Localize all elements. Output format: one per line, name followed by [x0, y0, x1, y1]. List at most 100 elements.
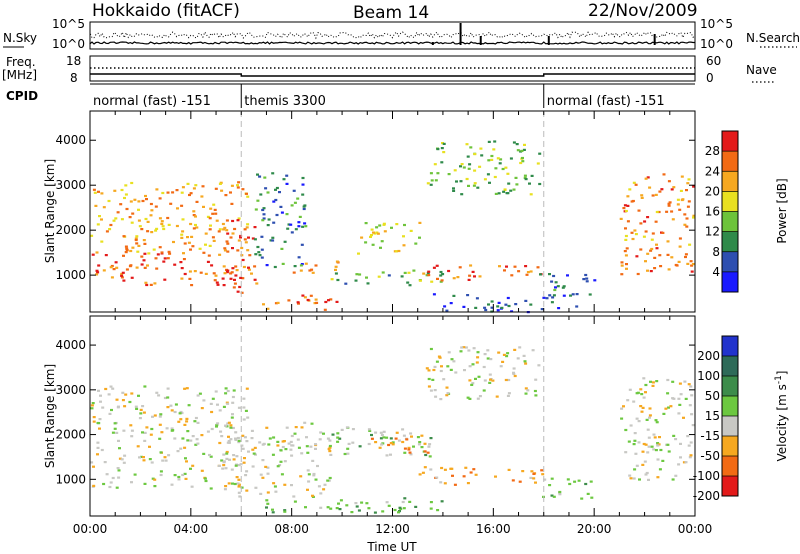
echo-cell [496, 305, 500, 308]
echo-cell [649, 270, 653, 273]
echo-cell [136, 445, 140, 448]
echo-cell [672, 397, 676, 400]
echo-cell [143, 266, 147, 269]
echo-cell [551, 296, 555, 299]
echo-cell [445, 386, 449, 389]
echo-cell [655, 247, 659, 250]
echo-cell [281, 445, 285, 449]
echo-cell [585, 280, 589, 283]
echo-cell [122, 235, 126, 238]
echo-cell [140, 263, 144, 266]
echo-cell [309, 445, 313, 448]
echo-cell [247, 450, 250, 453]
echo-cell [690, 264, 694, 267]
echo-cell [306, 469, 310, 472]
echo-cell [173, 263, 177, 266]
echo-cell [253, 238, 257, 241]
echo-cell [674, 474, 678, 477]
echo-cell [442, 378, 446, 381]
echo-cell [115, 431, 119, 434]
echo-cell [306, 488, 309, 491]
echo-cell [393, 508, 397, 512]
echo-cell [128, 216, 132, 219]
echo-cell [170, 429, 174, 432]
echo-cell [418, 473, 422, 476]
echo-cell [230, 468, 234, 471]
echo-cell [398, 510, 401, 513]
velocity-colorbar-label: Velocity [m s-1] [774, 371, 789, 462]
echo-cell [624, 254, 628, 257]
echo-cell [532, 477, 536, 480]
echo-cell [524, 265, 528, 268]
echo-cell [234, 265, 238, 268]
echo-cell [219, 181, 223, 184]
echo-cell [161, 191, 165, 195]
echo-cell [192, 227, 196, 230]
echo-cell [678, 237, 682, 240]
echo-cell [303, 222, 307, 225]
echo-cell [497, 192, 501, 195]
echo-cell [436, 172, 440, 175]
echo-cell [166, 387, 170, 390]
echo-cell [261, 476, 265, 479]
echo-cell [631, 199, 635, 203]
echo-cell [191, 464, 195, 467]
echo-cell [624, 227, 627, 230]
echo-cell [152, 248, 156, 251]
echo-cell [290, 444, 294, 447]
echo-cell [684, 461, 688, 464]
echo-cell [248, 254, 252, 257]
echo-cell [109, 266, 113, 269]
echo-cell [222, 405, 226, 408]
echo-cell [365, 276, 368, 279]
echo-cell [229, 424, 233, 427]
echo-cell [245, 489, 249, 492]
echo-cell [167, 250, 171, 253]
echo-cell [236, 436, 240, 440]
echo-cell [122, 461, 126, 464]
colorbar-tick-label: -200 [693, 489, 720, 503]
echo-cell [487, 303, 490, 306]
colorbar-segment [722, 436, 738, 457]
power-frame [89, 110, 696, 313]
echo-cell [300, 426, 304, 429]
echo-cell [137, 244, 141, 247]
echo-cell [199, 271, 203, 274]
echo-cell [163, 278, 167, 281]
echo-cell [176, 207, 179, 210]
echo-cell [283, 240, 287, 243]
echo-cell [345, 426, 349, 429]
echo-cell [459, 165, 462, 168]
echo-cell [472, 184, 476, 187]
echo-cell [247, 236, 250, 239]
echo-cell [346, 447, 350, 450]
echo-cell [225, 452, 229, 455]
echo-cell [639, 248, 643, 251]
velocity-axes: 1000 2000 3000 4000 00:00 04:00 08:00 12:00 16:0… [55, 316, 712, 536]
echo-cell [337, 502, 340, 505]
echo-cell [116, 211, 120, 214]
echo-cell [116, 467, 120, 470]
echo-cell [231, 232, 235, 235]
echo-cell [447, 173, 451, 176]
echo-cell [402, 244, 406, 247]
echo-cell [550, 301, 554, 304]
echo-cell [336, 278, 340, 282]
echo-cell [688, 404, 692, 407]
echo-cell [142, 411, 146, 414]
echo-cell [95, 251, 99, 254]
nsearch-tick-bottom: 10^0 [700, 37, 733, 51]
echo-cell [306, 451, 310, 454]
echo-cell [541, 473, 545, 476]
echo-cell [113, 427, 117, 430]
echo-cell [224, 387, 228, 390]
echo-cell [622, 207, 626, 210]
echo-cell [639, 405, 643, 408]
echo-cell [524, 387, 528, 390]
echo-cell [425, 367, 429, 370]
echo-cell [429, 507, 433, 510]
echo-cell [680, 175, 684, 178]
echo-cell [240, 246, 244, 250]
echo-cell [637, 209, 641, 212]
echo-cell [656, 444, 660, 447]
